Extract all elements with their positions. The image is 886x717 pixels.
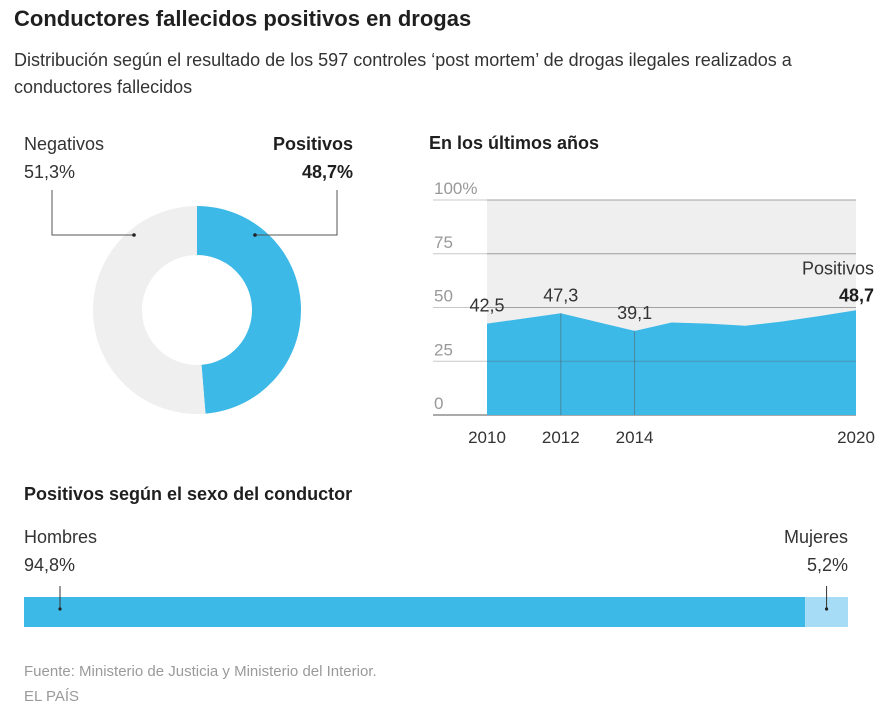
sex-label-hombres: Hombres [24,527,98,547]
sex-leader-hombres-dot [58,607,62,611]
sex-leader-mujeres-dot [824,607,829,611]
source-note: Fuente: Ministerio de Justicia y Ministe… [24,663,377,680]
area-x-tick-label: 2012 [542,428,580,447]
sex-value-mujeres: 5,2% [806,555,848,575]
sex-label-mujeres: Mujeres [783,527,848,547]
donut-chart [51,190,338,414]
area-x-tick-label: 2020 [837,428,875,447]
area-x-tick-label: 2014 [616,428,654,447]
donut-slice-negativos [93,206,206,414]
chart-title: Conductores fallecidos positivos en drog… [14,6,472,31]
area-series-positivos [487,310,856,415]
donut-leader-dot-positivos [253,233,257,237]
donut-value-positivos: 48,7% [301,162,353,182]
area-value-label: 47,3 [543,285,578,305]
area-value-label: 39,1 [617,303,652,323]
donut-label-positivos: Positivos [272,134,353,154]
donut-label-negativos: Negativos [24,134,105,154]
sex-bar-chart [24,586,848,627]
area-y-tick-label: 25 [434,340,453,359]
area-y-tick-label: 75 [434,233,453,252]
donut-leader-positivos [255,190,338,236]
area-y-tick-label: 0 [434,394,443,413]
area-chart: 100% 75 50 25 0 2010 2012 2014 2020 42,5 47,3 39,… [433,179,875,447]
area-chart-title: En los últimos años [429,133,600,153]
sex-bar-title: Positivos según el sexo del conductor [24,484,353,504]
area-y-tick-label: 100% [434,179,477,198]
donut-value-negativos: 51,3% [24,162,76,182]
area-x-tick-label: 2010 [468,428,506,447]
area-y-tick-label: 50 [434,287,453,306]
area-last-value-label: 48,7 [839,285,874,305]
donut-leader-dot-negativos [132,233,136,237]
brand-name: EL PAÍS [24,688,80,705]
donut-leader-negativos [51,190,134,236]
sex-value-hombres: 94,8% [24,555,76,575]
sex-bar-hombres [24,597,806,627]
area-value-label: 42,5 [469,296,504,316]
donut-slice-positivos [197,206,302,414]
chart-subtitle: Distribución según el resultado de los 5… [14,50,792,97]
area-series-label: Positivos [802,258,874,278]
